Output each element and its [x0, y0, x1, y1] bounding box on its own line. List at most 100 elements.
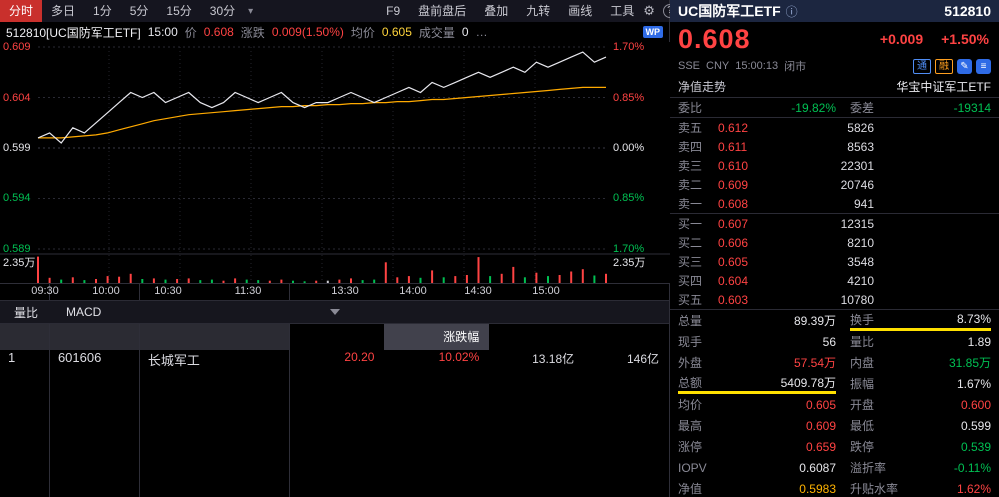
ask-row[interactable]: 卖二 0.609 20746 [670, 175, 999, 194]
stat-value: 0.599 [960, 418, 991, 433]
more-periods-chevron-icon[interactable]: ▾ [248, 5, 254, 17]
stat-row: 外盘 57.54万 内盘 31.85万 [670, 352, 999, 373]
time-label: 13:30 [331, 285, 359, 297]
stat-label: IOPV [678, 460, 707, 475]
avg-price-value: 0.605 [381, 25, 412, 39]
stat-value: -0.11% [953, 460, 991, 475]
price-change: +0.009 [879, 31, 924, 47]
price-axis-label: 0.589 [3, 242, 31, 255]
quote-time: 15:00:13 [735, 60, 779, 72]
chart-canvas[interactable] [0, 42, 670, 284]
stat-value: 0.609 [805, 418, 836, 433]
last-price-row: 0.608 +0.009 +1.50% [670, 22, 999, 56]
stat-value: 0.539 [960, 439, 991, 454]
bid-price: 0.606 [718, 235, 749, 250]
table-cell: 601606 [50, 350, 140, 497]
stat-pair: 换手 8.73% [850, 311, 991, 331]
percent-axis-label: 0.85% [613, 192, 645, 205]
etf-code: 512810 [944, 3, 991, 19]
flag-badges: 通融 ✎ ≡ [913, 58, 991, 74]
price-value: 0.608 [203, 25, 234, 39]
tab-macd[interactable]: MACD [66, 305, 102, 319]
ask-price: 0.612 [718, 120, 749, 135]
toolbar-item[interactable]: 画线 [568, 4, 593, 18]
settings-gear-icon[interactable]: ⚙ [643, 3, 655, 18]
tab-volume-ratio[interactable]: 量比 [14, 305, 39, 320]
period-tab[interactable]: 30分 [209, 4, 236, 18]
stat-value: 0.659 [805, 439, 836, 454]
ask-level-label: 卖二 [678, 178, 703, 192]
ask-volume: 8563 [847, 139, 874, 154]
market-info-row: SSE CNY 15:00:13 闭市 通融 ✎ ≡ [670, 56, 999, 76]
period-tab[interactable]: 分时 [0, 0, 43, 22]
info-icon[interactable]: ⓘ [785, 4, 798, 19]
bid-row[interactable]: 买二 0.606 8210 [670, 233, 999, 252]
stat-pair: 升贴水率 1.62% [850, 480, 991, 497]
toolbar-item[interactable]: 九转 [526, 4, 551, 18]
stat-label: 外盘 [678, 356, 703, 370]
ask-row[interactable]: 卖一 0.608 941 [670, 194, 999, 213]
bid-level-label: 买二 [678, 236, 703, 250]
bid-row[interactable]: 买三 0.605 3548 [670, 252, 999, 271]
price-label: 价 [184, 25, 197, 40]
stat-row: 净值 0.5983 升贴水率 1.62% [670, 478, 999, 497]
weicha-label: 委差 [850, 101, 875, 115]
stat-pair: 均价 0.605 [678, 396, 836, 413]
menu-icon[interactable]: ≡ [976, 58, 991, 74]
volume-axis-label: 2.35万 [3, 257, 36, 269]
ask-row[interactable]: 卖四 0.611 8563 [670, 137, 999, 156]
bid-level-label: 买五 [678, 293, 703, 307]
period-tab[interactable]: 多日 [51, 4, 76, 18]
stat-label: 现手 [678, 335, 703, 349]
chart-header: 512810[UC国防军工ETF] 15:00 价 0.608 涨跌 0.009… [0, 22, 669, 42]
table-row[interactable]: 1 601606 长城军工 20.20 10.02% 13.18亿 146亿 [0, 350, 670, 497]
market-status: 闭市 [784, 61, 807, 73]
toolbar-item[interactable]: 盘前盘后 [418, 4, 467, 18]
period-tab[interactable]: 1分 [93, 4, 112, 18]
stat-label: 最低 [850, 419, 875, 433]
stat-row: 均价 0.605 开盘 0.600 [670, 394, 999, 415]
stat-value: 8.73% [956, 312, 991, 326]
bid-row[interactable]: 买一 0.607 12315 [670, 214, 999, 233]
intraday-chart[interactable]: 0.609 1.70% 0.604 0.85% 0.599 0.00% 0.594 0.85%… [0, 41, 670, 284]
stat-pair: 内盘 31.85万 [850, 354, 991, 371]
period-tab[interactable]: 5分 [129, 4, 149, 18]
nav-trend-link[interactable]: 净值走势 [678, 80, 727, 94]
time-label: 10:00 [92, 285, 120, 297]
table-cell: 10.02% [384, 350, 490, 497]
time-label: 14:00 [399, 285, 427, 297]
stat-pair: 总额 5409.78万 [678, 374, 836, 394]
stat-value: 0.6087 [799, 460, 836, 475]
ask-row[interactable]: 卖三 0.610 22301 [670, 156, 999, 175]
period-tab-group: 分时 多日 1分 5分 15分 30分 [0, 0, 244, 22]
ask-level-label: 卖一 [678, 197, 703, 211]
bid-price: 0.604 [718, 273, 749, 288]
wp-badge[interactable]: WP [642, 26, 663, 38]
percent-axis-label: 1.70% [613, 41, 645, 54]
stat-label: 总额 [678, 375, 703, 390]
stat-value: 5409.78万 [780, 375, 836, 390]
bid-levels: 买一 0.607 12315 买二 0.606 8210 买三 0.605 3548 买四 0.60… [670, 214, 999, 310]
ask-levels: 卖五 0.612 5826 卖四 0.611 8563 卖三 0.610 22301 卖二 0.60… [670, 118, 999, 214]
ask-volume: 941 [853, 196, 874, 211]
toolbar-item[interactable]: F9 [386, 4, 401, 18]
bid-row[interactable]: 买四 0.604 4210 [670, 271, 999, 290]
time-label: 15:00 [532, 285, 560, 297]
stat-pair: 最低 0.599 [850, 417, 991, 434]
time-label: 11:30 [234, 285, 262, 297]
stat-value: 1.67% [956, 376, 991, 391]
stat-pair: 开盘 0.600 [850, 396, 991, 413]
column-header[interactable]: 涨跌幅▼ [384, 324, 490, 368]
table-cell: 1 [0, 350, 50, 497]
period-tab[interactable]: 15分 [166, 4, 192, 18]
toolbar-item[interactable]: 工具 [610, 4, 635, 18]
bid-volume: 12315 [840, 216, 874, 231]
change-value: 0.009(1.50%) [271, 25, 344, 39]
bid-row[interactable]: 买五 0.603 10780 [670, 290, 999, 309]
collapse-chevron-icon[interactable] [329, 309, 340, 315]
toolbar-item[interactable]: 叠加 [484, 4, 509, 18]
table-cell: 20.20 [289, 350, 385, 497]
percent-axis-label: 1.70% [613, 242, 645, 255]
edit-pen-icon[interactable]: ✎ [957, 58, 972, 74]
ask-row[interactable]: 卖五 0.612 5826 [670, 118, 999, 137]
